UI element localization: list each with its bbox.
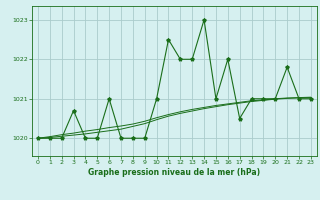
X-axis label: Graphe pression niveau de la mer (hPa): Graphe pression niveau de la mer (hPa) <box>88 168 260 177</box>
